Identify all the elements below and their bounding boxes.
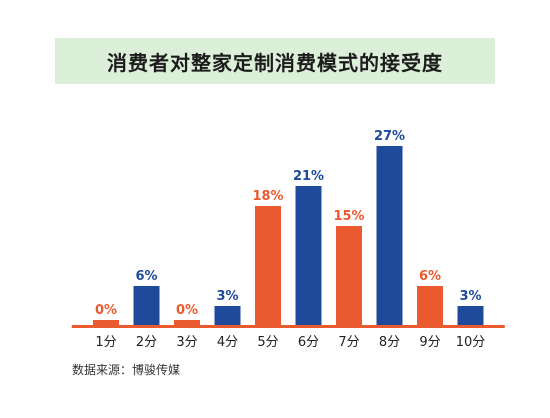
- category-label-10: 10分: [456, 335, 486, 350]
- category-label-3: 3分: [176, 335, 197, 350]
- bar-8: [376, 146, 403, 326]
- value-label-9: 6%: [419, 269, 441, 284]
- category-label-4: 4分: [217, 335, 238, 350]
- value-label-8: 27%: [374, 129, 405, 144]
- category-label-5: 5分: [257, 335, 278, 350]
- category-label-7: 7分: [338, 335, 359, 350]
- bar-2: [133, 286, 160, 326]
- bar-6: [295, 186, 322, 326]
- value-label-4: 3%: [216, 289, 238, 304]
- chart-title-band: 消费者对整家定制消费模式的接受度: [55, 38, 495, 84]
- data-source-note: 数据来源：博骏传媒: [72, 363, 181, 377]
- value-label-2: 6%: [135, 269, 157, 284]
- bar-7: [336, 226, 362, 326]
- category-label-2: 2分: [136, 335, 157, 350]
- value-label-10: 3%: [459, 289, 481, 304]
- bar-3: [174, 320, 200, 326]
- bar-1: [93, 320, 119, 326]
- x-axis-baseline: [71, 325, 505, 328]
- value-label-7: 15%: [333, 209, 364, 224]
- value-label-1: 0%: [95, 303, 117, 318]
- category-label-8: 8分: [379, 335, 400, 350]
- category-label-9: 9分: [419, 335, 440, 350]
- bar-4: [214, 306, 241, 326]
- value-label-6: 21%: [293, 169, 324, 184]
- category-label-6: 6分: [298, 335, 319, 350]
- value-label-3: 0%: [176, 303, 198, 318]
- bar-10: [457, 306, 484, 326]
- bar-9: [417, 286, 443, 326]
- chart-title: 消费者对整家定制消费模式的接受度: [107, 50, 443, 75]
- value-label-5: 18%: [252, 189, 283, 204]
- category-label-1: 1分: [95, 335, 116, 350]
- bar-5: [255, 206, 281, 326]
